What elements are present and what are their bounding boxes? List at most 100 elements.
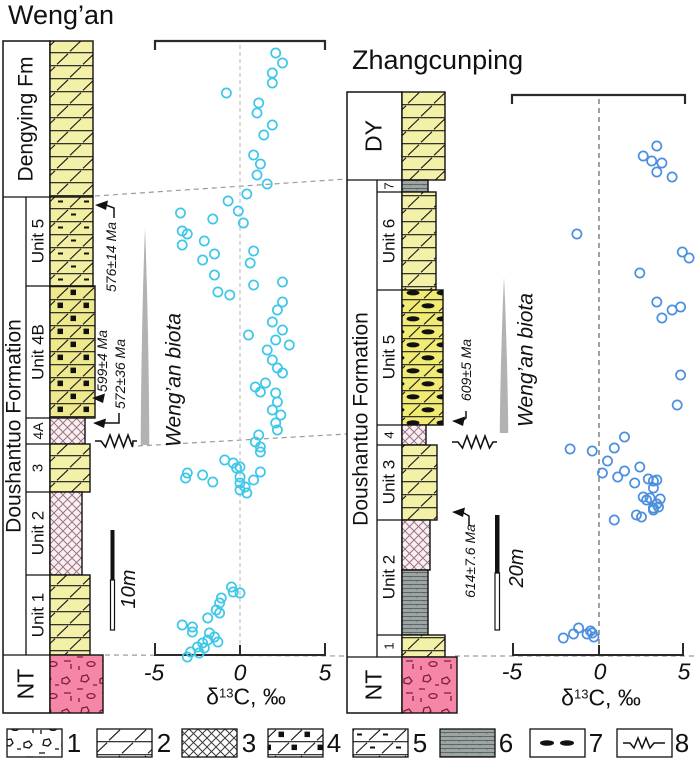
scatter-point	[277, 324, 288, 336]
scatter-point	[202, 612, 214, 624]
scatter-point	[226, 581, 237, 593]
scatter-point	[175, 207, 186, 219]
scatter-point	[224, 289, 236, 301]
correlation-dashed-line	[137, 433, 348, 447]
scatter-point	[277, 276, 288, 288]
scatter-point	[212, 286, 224, 298]
strat-unit-rect	[401, 656, 458, 714]
scatter-point	[585, 625, 596, 637]
scatter-point	[254, 466, 266, 478]
scatter-point	[248, 149, 260, 161]
scatter-point	[683, 252, 695, 264]
scatter-point	[248, 279, 260, 291]
scatter-point	[666, 171, 678, 183]
scatter-point	[619, 431, 630, 443]
scatter-point	[244, 257, 256, 269]
scatter-point	[637, 150, 649, 162]
legend-swatch	[96, 728, 153, 758]
scatter-point	[248, 474, 260, 486]
scatter-point	[243, 329, 254, 341]
scatter-point	[646, 155, 658, 167]
scatter-point	[266, 354, 278, 366]
scatter-point	[647, 482, 659, 494]
strat-unit-rect	[49, 40, 94, 198]
scatter-point	[197, 254, 209, 266]
scatter-point	[573, 622, 585, 634]
scatter-point	[608, 514, 620, 526]
scatter-point	[656, 157, 668, 169]
scatter-point	[207, 476, 219, 488]
scatter-point	[588, 631, 600, 643]
scatter-point	[586, 445, 598, 457]
scatter-point	[209, 269, 220, 281]
legend-swatch	[6, 728, 63, 758]
scatter-point	[557, 632, 569, 644]
strat-unit-rect	[401, 191, 437, 291]
strat-unit-rect	[49, 417, 86, 445]
scatter-point	[270, 417, 282, 429]
scatter-point	[180, 472, 192, 484]
scatter-point	[254, 386, 266, 398]
scatter-point	[181, 228, 193, 240]
scatter-point	[209, 248, 220, 260]
scatter-point	[270, 47, 282, 59]
wengan-scalebar-black	[110, 530, 115, 580]
strat-unit-rect	[401, 444, 438, 521]
correlation-dashed-line	[94, 178, 348, 197]
scatter-point	[581, 628, 593, 640]
scatter-point	[215, 592, 227, 604]
scatter-point	[222, 195, 234, 207]
scatter-point	[596, 467, 608, 479]
wengan-plot-top-bracket	[153, 39, 327, 50]
scatter-point	[207, 213, 219, 225]
unconformity-zigzag	[452, 433, 497, 451]
scatter-point	[271, 424, 283, 436]
scatter-point	[271, 396, 283, 408]
scatter-point	[270, 387, 282, 399]
scatter-point	[260, 377, 271, 389]
scatter-point	[227, 586, 239, 598]
legend-swatch	[181, 728, 238, 758]
scatter-point	[634, 461, 646, 473]
strat-unit-rect	[401, 91, 446, 181]
scatter-point	[176, 619, 188, 631]
scatter-point	[234, 484, 246, 496]
scatter-point	[253, 97, 265, 109]
scatter-point	[198, 235, 210, 247]
scatter-point	[637, 491, 649, 503]
age-arrow	[452, 416, 465, 426]
scatter-point	[232, 205, 244, 217]
wengan-biota-spindle	[140, 228, 150, 445]
scatter-point	[251, 107, 263, 119]
scatter-point	[266, 404, 278, 416]
strat-unit-rect	[401, 424, 427, 446]
scatter-point	[212, 636, 224, 648]
scatter-point	[231, 462, 243, 474]
scatter-point	[671, 399, 683, 411]
scatter-point	[568, 628, 579, 640]
scatter-point	[619, 465, 630, 477]
strat-unit-rect	[49, 574, 91, 656]
scatter-point	[647, 504, 659, 516]
scatter-point	[234, 471, 246, 483]
scatter-point	[254, 158, 266, 170]
scatter-point	[266, 67, 278, 79]
scatter-point	[656, 312, 668, 324]
scatter-point	[192, 641, 203, 653]
scatter-point	[176, 239, 188, 251]
legend-swatch	[529, 728, 586, 758]
unconformity-zigzag	[95, 432, 137, 450]
scatter-point	[641, 494, 653, 506]
scatter-point	[261, 178, 273, 190]
legend-swatch	[267, 728, 324, 758]
zhangcunping-scalebar-white	[494, 572, 501, 631]
scatter-point	[241, 487, 253, 499]
scatter-point	[651, 166, 663, 178]
scatter-point	[248, 245, 260, 257]
strat-unit-rect	[401, 179, 429, 193]
scatter-point	[651, 140, 663, 152]
scatter-point	[234, 587, 246, 599]
strat-unit-rect	[401, 289, 444, 426]
scatter-point	[266, 77, 278, 89]
scatter-point	[629, 477, 641, 489]
